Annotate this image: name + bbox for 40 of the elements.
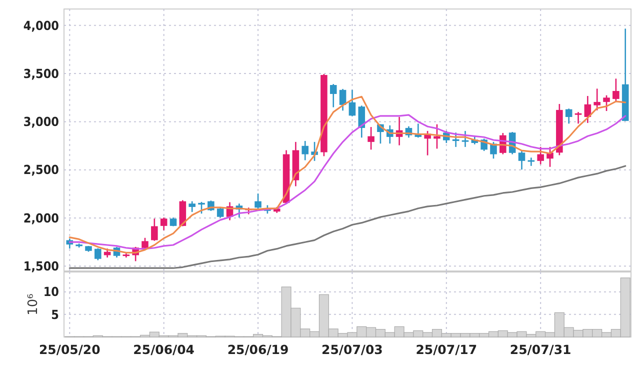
candlestick bbox=[537, 146, 544, 165]
y-tick-label: 10 bbox=[43, 284, 60, 300]
x-tick-label: 25/06/04 bbox=[133, 342, 195, 357]
candlestick bbox=[462, 130, 469, 148]
candlestick bbox=[518, 150, 526, 170]
candlestick bbox=[94, 248, 102, 261]
candlestick bbox=[594, 88, 600, 111]
x-tick-label: 25/07/17 bbox=[416, 342, 478, 357]
candlestick bbox=[565, 108, 572, 124]
candlestick bbox=[339, 88, 346, 112]
candlestick bbox=[528, 156, 535, 167]
y-tick-label: 1,500 bbox=[23, 258, 60, 274]
x-tick-label: 25/06/19 bbox=[227, 342, 289, 357]
candlestick bbox=[368, 126, 374, 150]
y-tick-label: 3,500 bbox=[23, 66, 60, 81]
y-tick-label: 5 bbox=[51, 306, 60, 322]
y-axis-title: 10⁶ bbox=[26, 294, 41, 316]
candlestick bbox=[198, 201, 205, 214]
candlestick bbox=[188, 200, 196, 213]
candlestick bbox=[160, 216, 168, 231]
candlestick bbox=[348, 89, 356, 117]
candlestick bbox=[330, 83, 337, 108]
candlestick bbox=[414, 122, 422, 138]
x-tick-label: 25/07/03 bbox=[322, 342, 383, 357]
candlestick bbox=[603, 94, 610, 112]
candlestick bbox=[434, 124, 440, 150]
candlestick bbox=[612, 78, 620, 102]
x-tick-label: 25/07/31 bbox=[510, 342, 572, 357]
candlestick bbox=[302, 140, 309, 161]
candlestick bbox=[216, 206, 224, 218]
line-series bbox=[68, 165, 626, 269]
candlestick bbox=[574, 111, 582, 124]
y-tick-label: 2,500 bbox=[23, 162, 60, 178]
y-tick-label: 4,000 bbox=[23, 18, 60, 33]
candlestick bbox=[151, 218, 158, 242]
candlestick bbox=[358, 104, 366, 138]
candlestick bbox=[254, 192, 262, 210]
y-tick-label: 3,000 bbox=[23, 114, 60, 130]
y-tick-label: 2,000 bbox=[23, 210, 60, 226]
x-tick-label: 25/05/20 bbox=[38, 342, 101, 357]
